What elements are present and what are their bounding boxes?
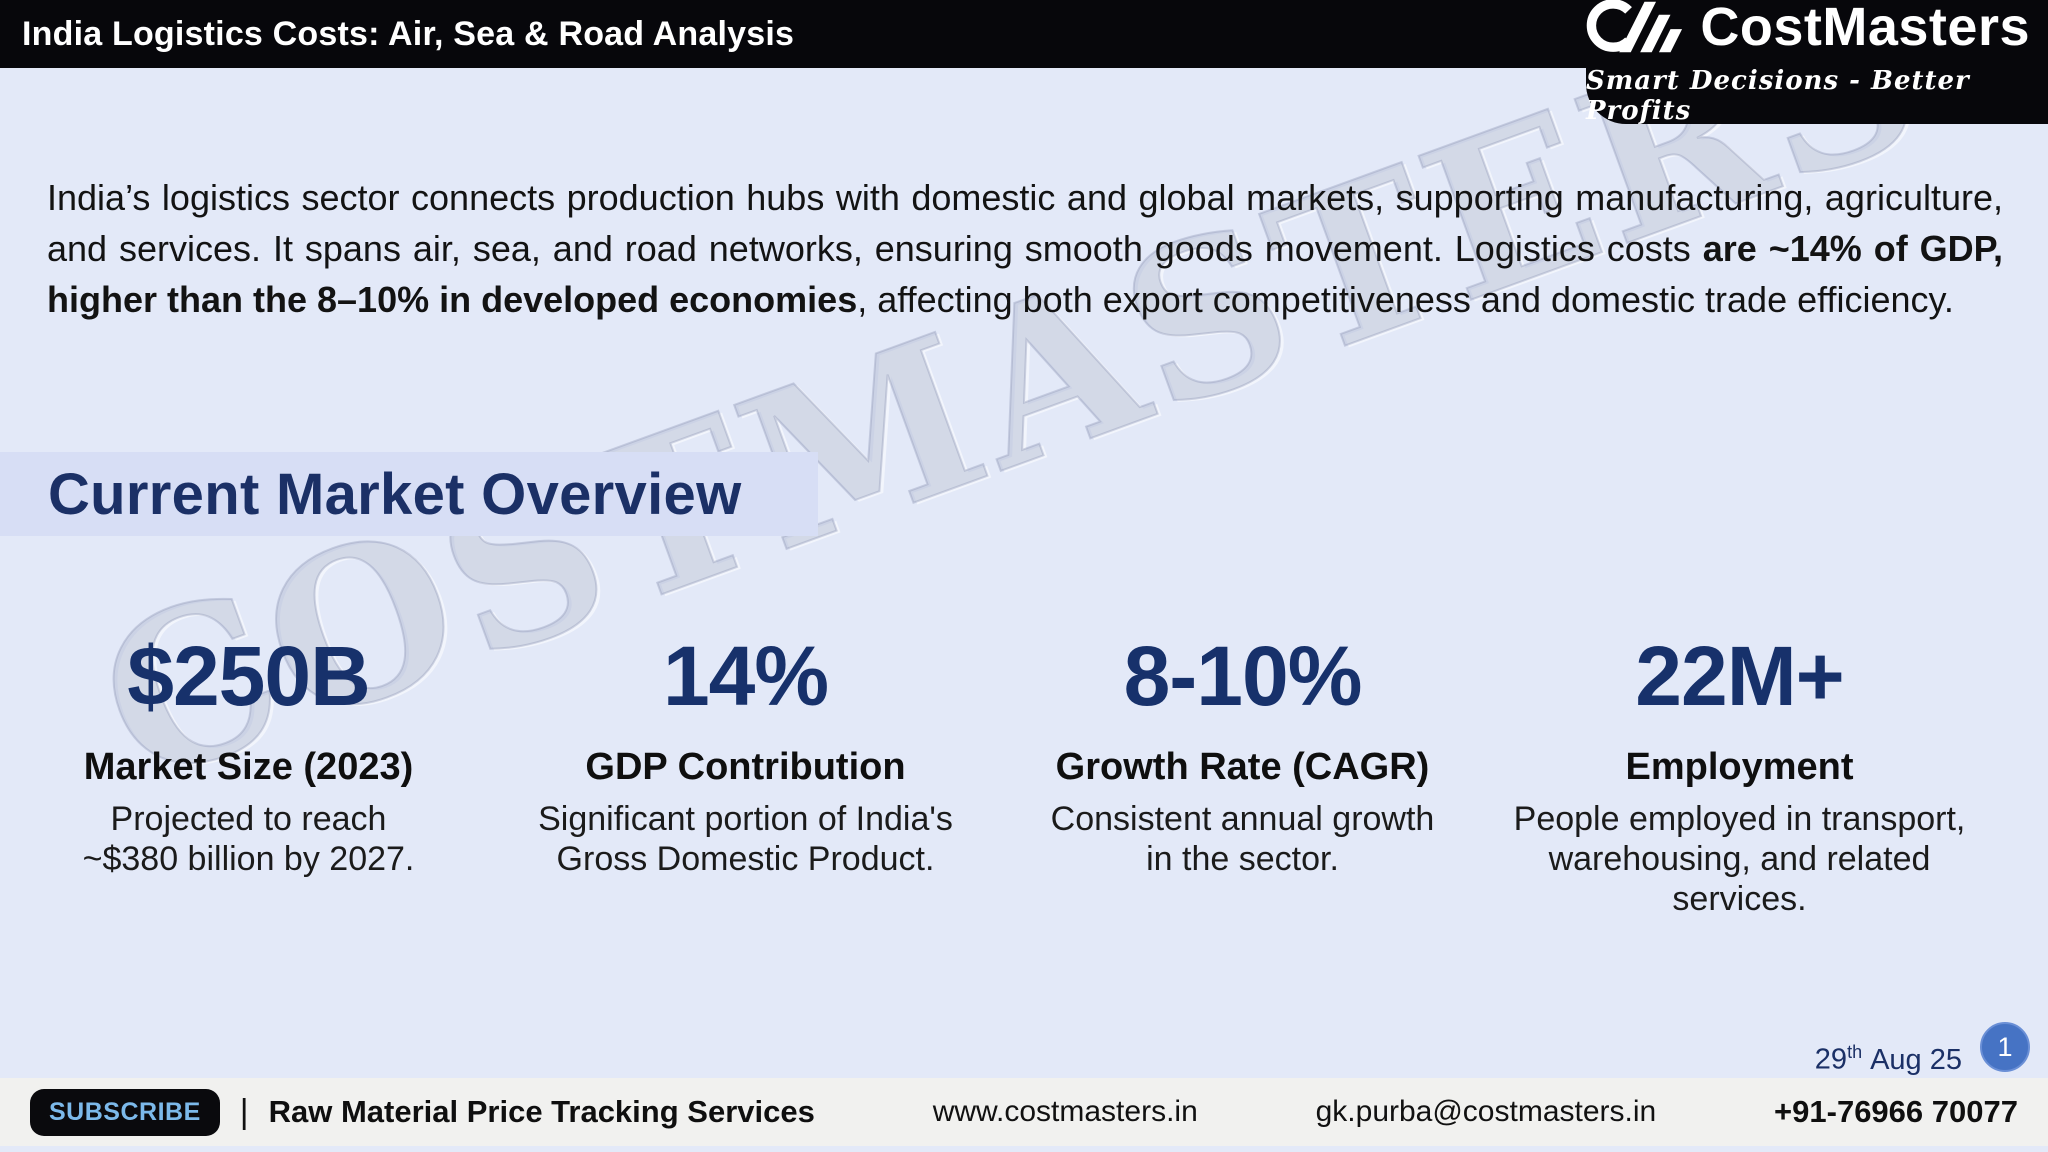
footer-separator: | xyxy=(239,1092,249,1131)
stat-value: 8-10% xyxy=(1123,629,1363,723)
stat-card-gdp-contribution: 14% GDP Contribution Significant portion… xyxy=(497,632,994,919)
stat-card-employment: 22M+ Employment People employed in trans… xyxy=(1491,632,1988,919)
date-suffix: th xyxy=(1847,1042,1863,1062)
stat-desc-line: Significant portion of India's xyxy=(538,800,953,839)
stat-description: Consistent annual growth in the sector. xyxy=(994,799,1491,879)
section-heading: Current Market Overview xyxy=(48,461,742,527)
brand-tagline: Smart Decisions - Better Profits xyxy=(1586,66,1970,126)
footer-left-group: SUBSCRIBE | Raw Material Price Tracking … xyxy=(30,1088,815,1136)
stat-description: People employed in transport, warehousin… xyxy=(1491,799,1988,919)
stat-label: Employment xyxy=(1625,746,1854,789)
slide-title: India Logistics Costs: Air, Sea & Road A… xyxy=(22,14,795,53)
stat-value: $250B xyxy=(127,629,371,723)
stat-card-market-size: $250B Market Size (2023) Projected to re… xyxy=(0,632,497,919)
footer-service-text: Raw Material Price Tracking Services xyxy=(268,1094,815,1129)
intro-text-after: , affecting both export competitiveness … xyxy=(857,279,1954,320)
page-number: 1 xyxy=(1997,1031,2013,1062)
stat-label: GDP Contribution xyxy=(585,746,906,789)
footer-phone: +91-76966 70077 xyxy=(1774,1094,2018,1129)
stat-description: Significant portion of India's Gross Dom… xyxy=(497,799,994,879)
stat-value: 14% xyxy=(662,629,829,723)
costmasters-logo: CostMasters Smart Decisions - Better Pro… xyxy=(1586,0,2048,126)
stat-desc-line: warehousing, and related services. xyxy=(1548,840,1931,919)
brand-name: CostMasters xyxy=(1700,0,2030,57)
intro-paragraph: India’s logistics sector connects produc… xyxy=(47,172,2003,325)
footer-email: gk.purba@costmasters.in xyxy=(1315,1095,1657,1128)
stat-card-growth-rate: 8-10% Growth Rate (CAGR) Consistent annu… xyxy=(994,632,1491,919)
stat-label: Market Size (2023) xyxy=(83,746,414,789)
logo-row: CostMasters xyxy=(1578,0,2030,60)
stat-description: Projected to reach ~$380 billion by 2027… xyxy=(0,799,497,879)
stat-value: 22M+ xyxy=(1635,629,1844,723)
stat-label: Growth Rate (CAGR) xyxy=(1055,746,1430,789)
footer-website: www.costmasters.in xyxy=(932,1095,1198,1128)
subscribe-button[interactable]: SUBSCRIBE xyxy=(30,1088,220,1136)
stat-desc-line: ~$380 billion by 2027. xyxy=(82,840,415,879)
intro-text-before: India’s logistics sector connects produc… xyxy=(47,177,2003,269)
slide-date: 29th Aug 25 xyxy=(1815,1042,1962,1077)
stat-desc-line: in the sector. xyxy=(1146,840,1339,879)
stat-desc-line: Consistent annual growth xyxy=(1050,800,1435,839)
footer-bar: SUBSCRIBE | Raw Material Price Tracking … xyxy=(0,1078,2048,1146)
date-rest: Aug 25 xyxy=(1870,1043,1962,1076)
intro-bold-text: are ~14% of GDP, higher than the 8–10% i… xyxy=(47,228,2003,320)
costmasters-logo-icon xyxy=(1587,0,1683,53)
stat-desc-line: Gross Domestic Product. xyxy=(556,840,935,879)
stat-desc-line: Projected to reach xyxy=(110,800,387,839)
stat-desc-line: People employed in transport, xyxy=(1513,800,1966,839)
stats-row: $250B Market Size (2023) Projected to re… xyxy=(0,632,2048,919)
section-heading-highlight: Current Market Overview xyxy=(0,452,818,536)
date-day: 29 xyxy=(1814,1043,1848,1076)
page-number-badge: 1 xyxy=(1980,1022,2030,1072)
